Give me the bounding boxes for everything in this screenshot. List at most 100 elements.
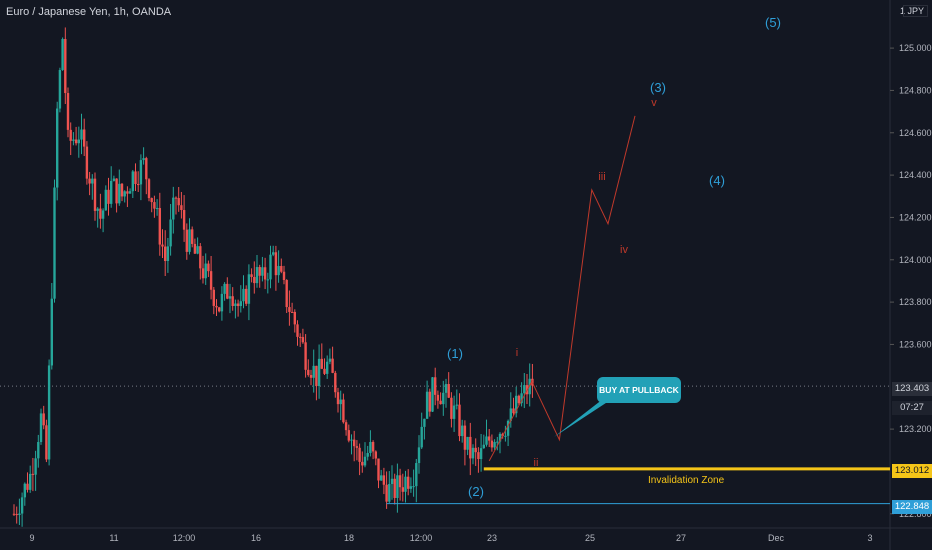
candle-body	[401, 487, 404, 492]
wave-label-major: (2)	[468, 484, 484, 499]
candle-body	[428, 391, 431, 412]
candle-body	[37, 442, 40, 459]
candle-body	[304, 342, 307, 370]
candle-body	[482, 444, 485, 449]
wave-label-major: (3)	[650, 80, 666, 95]
candle-body	[469, 436, 472, 459]
candle-body	[255, 267, 259, 284]
candle-body	[369, 441, 372, 454]
candle-body	[253, 276, 256, 284]
candle-body	[326, 361, 329, 374]
candle-body	[301, 337, 305, 343]
candle-body	[361, 461, 364, 466]
candle-body	[377, 458, 380, 481]
candle-body	[455, 404, 458, 406]
candle-body	[266, 279, 269, 281]
candle-body	[174, 197, 178, 199]
candle-body	[485, 436, 488, 445]
candle-body	[417, 447, 421, 464]
candle-body	[290, 311, 294, 313]
candle-body	[226, 283, 229, 299]
candle-body	[334, 372, 337, 393]
candle-body	[250, 274, 253, 277]
candle-body	[479, 448, 483, 460]
candle-body	[434, 377, 437, 395]
candle-body	[134, 171, 137, 185]
candle-body	[169, 219, 172, 247]
candle-body	[209, 271, 213, 290]
candle-body	[320, 358, 323, 369]
candle-body	[56, 108, 59, 188]
candle-body	[58, 70, 62, 109]
y-tick-label: 124.400	[899, 170, 932, 180]
candle-body	[47, 365, 51, 460]
x-tick-label: 16	[251, 533, 261, 543]
candle-body	[396, 475, 399, 498]
currency-button[interactable]: JPY	[903, 5, 928, 17]
candle-body	[447, 384, 450, 398]
candle-body	[99, 208, 102, 219]
candle-body	[228, 296, 232, 299]
candle-body	[436, 394, 440, 401]
axis-top-label: 1	[900, 6, 905, 16]
candle-body	[110, 180, 113, 204]
candle-body	[258, 267, 261, 276]
y-tick-label: 123.800	[899, 297, 932, 307]
y-tick-label: 123.200	[899, 424, 932, 434]
candle-body	[293, 311, 296, 325]
buy-callout[interactable]: BUY AT PULLBACK	[597, 377, 681, 403]
candle-body	[512, 408, 515, 414]
candle-body	[520, 393, 523, 404]
candle-body	[83, 129, 86, 147]
candle-body	[236, 303, 240, 307]
candle-body	[385, 484, 388, 502]
candle-body	[382, 475, 386, 485]
candle-body	[66, 93, 70, 130]
candle-body	[199, 246, 202, 269]
candle-body	[477, 452, 480, 460]
candle-body	[158, 208, 161, 245]
y-tick-label: 124.800	[899, 85, 932, 95]
candle-body	[18, 513, 21, 516]
candle-body	[234, 303, 237, 307]
wave-i-line	[488, 380, 533, 462]
candle-body	[239, 301, 242, 307]
x-tick-label: 27	[676, 533, 686, 543]
y-tick-label: 124.600	[899, 128, 932, 138]
candle-body	[523, 385, 526, 394]
x-tick-label: 3	[867, 533, 872, 543]
wave-label-minor: v	[651, 97, 657, 109]
candle-body	[461, 425, 464, 437]
candle-body	[431, 377, 434, 412]
candle-body	[474, 447, 477, 453]
candle-body	[274, 252, 278, 276]
candle-body	[131, 171, 134, 192]
candle-body	[212, 289, 215, 306]
candle-body	[42, 413, 45, 426]
candle-body	[415, 463, 418, 487]
candle-body	[80, 129, 83, 140]
candle-body	[355, 446, 359, 448]
candle-body	[493, 442, 496, 448]
candle-body	[388, 484, 391, 502]
candle-body	[307, 369, 310, 376]
wave-label-minor: ii	[534, 457, 539, 469]
candle-body	[285, 280, 288, 308]
candle-body	[423, 418, 426, 427]
candle-body	[164, 246, 167, 261]
candle-body	[344, 422, 348, 431]
candle-body	[64, 38, 67, 94]
candle-body	[196, 246, 199, 254]
candle-body	[263, 267, 267, 280]
candle-body	[77, 139, 80, 144]
candle-body	[220, 293, 224, 312]
candle-body	[282, 271, 286, 281]
candle-body	[39, 413, 43, 443]
candle-body	[247, 274, 251, 304]
candle-body	[223, 283, 226, 294]
candle-body	[458, 404, 461, 437]
candle-body	[193, 243, 197, 254]
candle-body	[371, 441, 375, 452]
x-tick-label: 18	[344, 533, 354, 543]
